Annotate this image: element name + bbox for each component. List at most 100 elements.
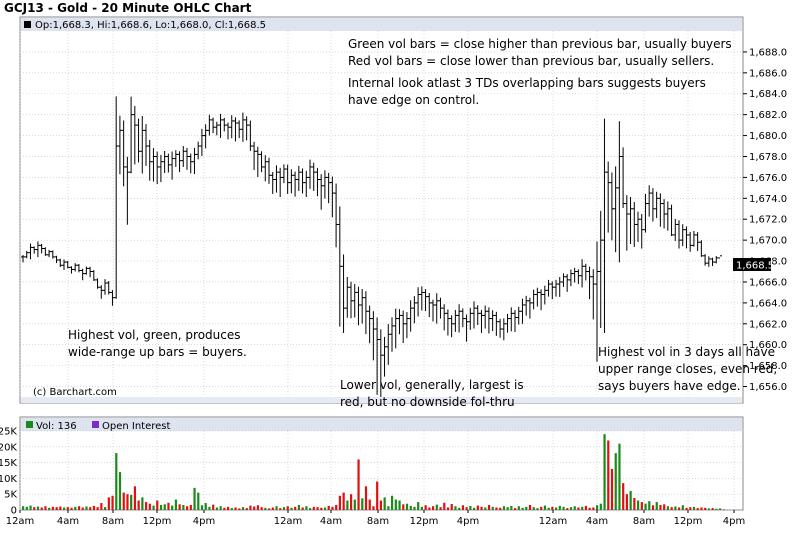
volume-bar <box>271 507 274 510</box>
volume-bar <box>197 492 200 510</box>
volume-bar <box>476 505 479 510</box>
volume-bar <box>536 508 539 510</box>
volume-bar <box>685 507 688 510</box>
volume-bar <box>487 504 491 510</box>
volume-bar <box>700 507 703 510</box>
volume-bar <box>499 507 502 510</box>
annotation-line: Highest vol in 3 days all have <box>598 345 775 359</box>
volume-bar <box>532 507 535 510</box>
volume-bar <box>234 507 237 510</box>
volume-bar <box>711 508 714 510</box>
volume-bar <box>22 506 25 510</box>
volume-bar <box>614 453 617 510</box>
volume-bar <box>350 494 353 510</box>
volume-bar <box>275 506 278 510</box>
volume-bar <box>383 497 386 510</box>
volume-bar <box>528 504 532 510</box>
price-tick-label: 1,672.0 <box>749 215 787 226</box>
info-band <box>21 18 742 31</box>
volume-bar <box>514 508 517 510</box>
volume-bar <box>133 486 137 510</box>
volume-bar <box>592 507 595 510</box>
chart-title: GCJ13 - Gold - 20 Minute OHLC Chart <box>4 1 252 15</box>
volume-bar <box>264 507 267 510</box>
volume-bar <box>305 506 308 510</box>
info-band-marker <box>24 21 31 28</box>
volume-bar <box>219 506 222 510</box>
volume-bar <box>63 507 66 510</box>
volume-bar <box>40 507 43 510</box>
time-tick-label: 4pm <box>723 516 745 527</box>
volume-bar <box>391 495 394 510</box>
volume-bar <box>387 506 390 510</box>
volume-bar <box>465 507 468 510</box>
volume-bar <box>443 502 446 510</box>
volume-legend-band <box>21 418 742 431</box>
volume-bar <box>159 504 163 510</box>
volume-bar <box>651 505 655 510</box>
volume-bar <box>555 507 558 510</box>
volume-bars <box>22 434 725 510</box>
volume-bar <box>521 507 524 510</box>
volume-bar <box>100 503 103 510</box>
volume-bar <box>633 497 636 510</box>
volume-bar <box>607 440 610 510</box>
price-axis: 1,656.0 1,658.0 1,660.0 1,662.0 1,664.0 1,666… <box>743 47 787 393</box>
time-tick-label: 12pm <box>143 516 172 527</box>
time-tick-label: 8am <box>633 516 655 527</box>
volume-axis: 0 5K 10K 15K 20K 25K <box>0 427 17 517</box>
volume-bar <box>473 507 476 510</box>
volume-grid <box>19 430 743 511</box>
volume-bar <box>204 503 207 510</box>
volume-bar <box>368 499 371 510</box>
volume-bar <box>338 495 342 510</box>
volume-bar <box>596 505 599 510</box>
volume-bar <box>663 504 666 510</box>
open-interest-legend-label: Open Interest <box>102 421 171 432</box>
annotation-highest-volume-3-days: Highest vol in 3 days all have upper ran… <box>598 344 777 395</box>
volume-bar <box>659 504 662 510</box>
volume-bar <box>622 483 625 510</box>
last-price-box <box>733 258 771 271</box>
volume-bar <box>81 507 84 510</box>
annotation-line: upper range closes, even red, <box>598 362 778 376</box>
price-tick-label: 1,662.0 <box>749 319 787 330</box>
volume-bar <box>156 500 159 510</box>
volume-bar <box>491 506 494 510</box>
volume-bar <box>309 508 312 510</box>
volume-bar <box>424 505 427 510</box>
volume-bar <box>178 504 181 510</box>
price-tick-label: 1,670.0 <box>749 236 787 247</box>
volume-bar <box>29 505 32 510</box>
volume-bar <box>92 505 96 510</box>
price-tick-label: 1,688.0 <box>749 47 787 58</box>
price-tick-label: 1,656.0 <box>749 382 787 393</box>
volume-bar <box>707 508 711 510</box>
volume-bar <box>141 497 144 510</box>
volume-tick-label: 20K <box>0 442 17 453</box>
volume-bar <box>77 506 81 510</box>
volume-bar <box>469 505 472 510</box>
volume-bar <box>402 504 405 510</box>
volume-bar <box>405 503 409 510</box>
volume-bar <box>655 502 658 510</box>
time-tick-label: 12am <box>539 516 568 527</box>
price-plot-frame <box>19 16 744 404</box>
volume-bar <box>282 507 286 510</box>
volume-bar <box>290 507 293 510</box>
volume-bar <box>163 504 166 510</box>
volume-bar <box>286 506 289 510</box>
volume-bar <box>644 503 647 510</box>
volume-bar <box>428 507 431 510</box>
annotation-line: says buyers have edge. <box>598 379 741 393</box>
volume-bar <box>454 506 457 510</box>
annotation-line: Highest vol, green, produces <box>68 328 241 342</box>
annotation-line: wide-range up bars = buyers. <box>68 345 247 359</box>
volume-bar <box>122 492 125 510</box>
price-tick-label: 1,674.0 <box>749 194 787 205</box>
volume-bar <box>495 507 498 510</box>
volume-bar <box>25 506 28 510</box>
volume-bar <box>331 506 334 510</box>
annotation-line: Green vol bars = close higher than previ… <box>348 37 732 51</box>
